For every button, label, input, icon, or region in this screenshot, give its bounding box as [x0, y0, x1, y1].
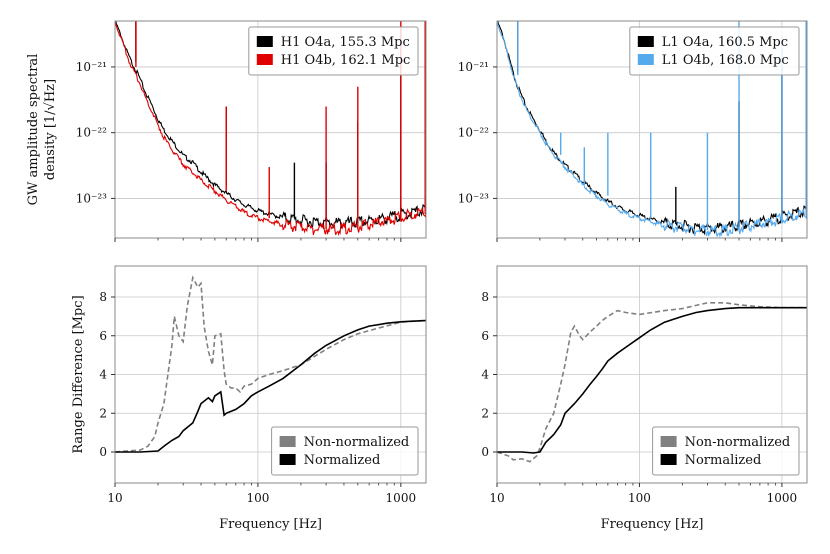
series-line-1: [497, 21, 807, 238]
y-axis-label: Range Difference [Mpc]: [71, 295, 86, 453]
y-tick-label: 2: [99, 406, 107, 420]
legend-swatch: [279, 436, 296, 447]
legend-label: Non-normalized: [685, 435, 791, 450]
y-tick-label: 4: [481, 368, 489, 382]
series-group: [497, 302, 807, 463]
x-tick-label: 100: [628, 491, 651, 505]
legend-box: [629, 26, 800, 76]
legend-label: Non-normalized: [304, 435, 410, 450]
y-tick-label: 10⁻²¹: [76, 60, 107, 74]
legend: L1 O4a, 160.5 Mpc L1 O4b, 168.0 Mpc: [629, 26, 800, 76]
legend-swatch: [256, 36, 273, 47]
y-tick-label: 0: [481, 445, 489, 459]
y-tick-label: 4: [99, 368, 107, 382]
legend-box: [271, 426, 419, 476]
series-line-1: [115, 319, 426, 453]
x-axis-label: Frequency [Hz]: [601, 517, 704, 532]
series-line-0: [497, 302, 807, 463]
y-axis-label: density [1/√Hz]: [43, 79, 58, 180]
x-axis-label: Frequency [Hz]: [219, 517, 322, 532]
chart-panel-top-left: 10⁻²³ 10⁻²² 10⁻²¹ GW amplitude spectral dens…: [26, 20, 427, 242]
series-group: [497, 21, 807, 238]
y-tick-label: 8: [481, 290, 489, 304]
y-tick-label: 10⁻²³: [76, 191, 107, 205]
axes-frame: [496, 20, 808, 239]
y-tick-label: 10⁻²²: [458, 126, 489, 140]
legend: Non-normalized Normalized: [271, 426, 419, 476]
y-tick-label: 2: [481, 406, 489, 420]
legend-swatch: [660, 436, 677, 447]
y-tick-label: 8: [99, 290, 107, 304]
series-line-0: [115, 275, 426, 453]
x-tick-label: 1000: [767, 491, 798, 505]
axes-frame: [114, 20, 427, 239]
chart-panel-bottom-left: 10 100 1000 0 2 4 6 8 Frequency [Hz] Range Differ…: [71, 265, 427, 532]
legend-label: L1 O4b, 168.0 Mpc: [662, 53, 789, 68]
legend-box: [652, 426, 800, 476]
legend-swatch: [637, 54, 654, 65]
x-tick-label: 10: [107, 491, 122, 505]
legend: Non-normalized Normalized: [652, 426, 800, 476]
chart-panel-top-right: 10⁻²³ 10⁻²² 10⁻²¹ L1 O4a, 160.5 Mpc L1 O4b, …: [458, 20, 808, 242]
y-tick-label: 10⁻²³: [458, 191, 489, 205]
series-line-1: [115, 21, 426, 237]
y-tick-label: 10⁻²²: [76, 126, 107, 140]
legend-swatch: [660, 454, 677, 465]
legend-swatch: [279, 454, 296, 465]
legend-swatch: [637, 36, 654, 47]
legend-box: [248, 26, 419, 76]
legend-label: Normalized: [685, 453, 762, 468]
legend-label: H1 O4b, 162.1 Mpc: [281, 53, 411, 68]
x-tick-label: 1000: [386, 491, 417, 505]
chart-panel-bottom-right: 10 100 1000 0 2 4 6 8 Frequency [Hz] Non-normaliz…: [481, 265, 808, 532]
x-tick-label: 10: [489, 491, 504, 505]
series-group: [115, 275, 426, 453]
legend-label: Normalized: [304, 453, 381, 468]
y-axis-label: GW amplitude spectral: [26, 54, 41, 206]
legend-label: L1 O4a, 160.5 Mpc: [662, 35, 788, 50]
legend-swatch: [256, 54, 273, 65]
series-line-1: [497, 306, 807, 454]
y-tick-label: 6: [481, 329, 489, 343]
y-tick-label: 6: [99, 329, 107, 343]
y-tick-label: 10⁻²¹: [458, 60, 489, 74]
x-tick-label: 100: [246, 491, 269, 505]
legend-label: H1 O4a, 155.3 Mpc: [281, 35, 410, 50]
legend: H1 O4a, 155.3 Mpc H1 O4b, 162.1 Mpc: [248, 26, 419, 76]
y-tick-label: 0: [99, 445, 107, 459]
